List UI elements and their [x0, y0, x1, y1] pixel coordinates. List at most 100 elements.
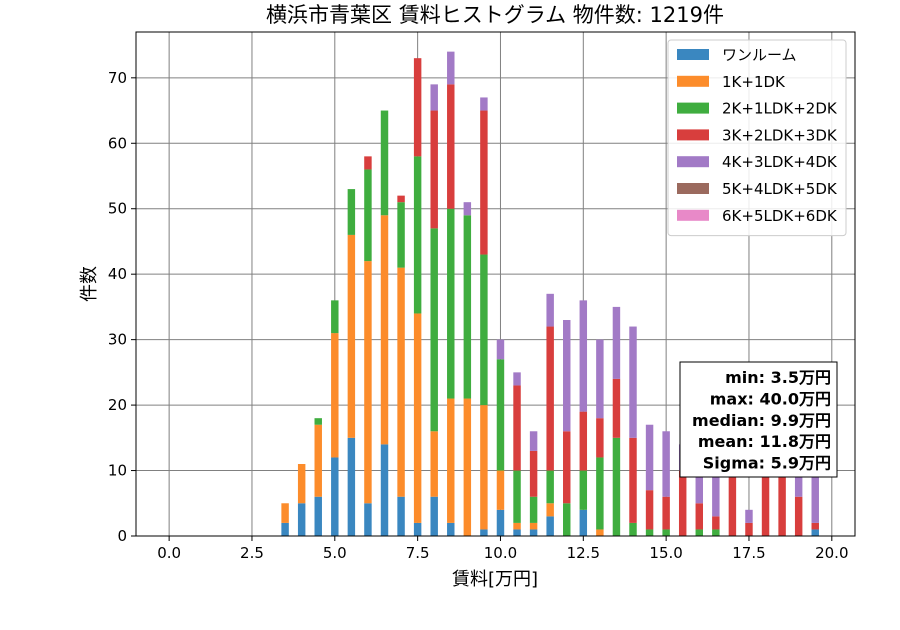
legend-label: 5K+4LDK+5DK	[722, 180, 838, 198]
bar-segment-series-3	[712, 516, 720, 530]
y-tick-label: 50	[108, 200, 127, 218]
legend-label: 2K+1LDK+2DK	[722, 100, 838, 118]
bar-segment-series-4	[695, 470, 703, 504]
legend-label: 1K+1DK	[722, 73, 786, 91]
bar-segment-series-0	[397, 496, 405, 536]
legend-label: ワンルーム	[722, 46, 797, 64]
bar-segment-series-4	[430, 84, 438, 111]
x-tick-label: 20.0	[815, 544, 848, 562]
bar-segment-series-4	[745, 509, 753, 523]
bar-segment-series-4	[629, 326, 637, 438]
stats-line: mean: 11.8万円	[698, 432, 831, 451]
legend-label: 3K+2LDK+3DK	[722, 126, 838, 144]
bar-segment-series-0	[314, 496, 322, 536]
bar-segment-series-4	[447, 51, 455, 85]
bar-segment-series-3	[728, 477, 737, 536]
bar-segment-series-2	[612, 437, 621, 536]
bar-segment-series-0	[480, 529, 488, 536]
bar-segment-series-2	[397, 202, 405, 268]
bar-segment-series-0	[281, 522, 289, 536]
bar-segment-series-2	[480, 254, 488, 406]
legend-swatch	[677, 49, 709, 60]
bar-segment-series-1	[364, 261, 372, 504]
legend-swatch	[677, 102, 709, 114]
bar-segment-series-0	[413, 522, 422, 536]
bar-segment-series-2	[331, 300, 339, 334]
bar-segment-series-3	[745, 522, 753, 536]
bar-segment-series-4	[563, 320, 571, 432]
x-tick-label: 15.0	[649, 544, 682, 562]
bar-segment-series-1	[513, 522, 521, 530]
bar-segment-series-3	[645, 490, 654, 530]
bar-segment-series-4	[463, 202, 472, 216]
legend-swatch	[677, 75, 709, 87]
bar-segment-series-2	[563, 503, 571, 536]
bar-segment-series-1	[281, 503, 289, 523]
bar-segment-series-2	[447, 208, 455, 399]
bar-segment-series-3	[794, 496, 803, 536]
bar-segment-series-4	[712, 477, 720, 517]
bar-segment-series-4	[811, 477, 819, 523]
bar-segment-series-1	[413, 313, 422, 523]
bar-segment-series-3	[430, 110, 438, 229]
bar-segment-series-4	[612, 306, 621, 379]
bar-segment-series-2	[695, 529, 703, 536]
bar-segment-series-2	[662, 529, 670, 536]
bar-segment-series-0	[447, 522, 455, 536]
bar-segment-series-3	[678, 470, 687, 536]
bar-segment-series-2	[513, 470, 521, 523]
bar-segment-series-1	[397, 267, 405, 497]
bar-segment-series-4	[496, 339, 505, 360]
stats-annotation-box: min: 3.5万円 max: 40.0万円 median: 9.9万円 mean: …	[679, 361, 838, 478]
bar-segment-series-4	[513, 372, 521, 386]
bar-segment-series-2	[380, 110, 389, 216]
bar-segment-series-0	[297, 503, 306, 536]
stats-line: Sigma: 5.9万円	[703, 454, 831, 473]
bar-segment-series-0	[430, 496, 438, 536]
bar-segment-series-0	[331, 457, 339, 536]
legend-swatch	[677, 156, 709, 168]
x-tick-label: 12.5	[567, 544, 600, 562]
legend-swatch	[677, 209, 709, 221]
bar-segment-series-2	[430, 228, 438, 432]
bar-segment-series-1	[447, 398, 455, 523]
bar-segment-series-3	[695, 503, 703, 530]
bar-segment-series-0	[579, 509, 588, 536]
bar-segment-series-1	[546, 503, 554, 517]
x-axis-ticks: 0.0 2.5 5.0 7.5 10.0 12.5 15.0 17.5 20.0	[157, 536, 849, 562]
bar-segment-series-1	[463, 398, 472, 536]
bar-segment-series-1	[331, 333, 339, 458]
bar-segment-series-2	[629, 522, 637, 536]
y-tick-label: 0	[117, 527, 127, 545]
bar-segment-series-2	[579, 470, 588, 510]
x-axis-label: 賃料[万円]	[452, 569, 538, 590]
bar-segment-series-4	[662, 431, 670, 497]
bar-segment-series-1	[314, 424, 322, 497]
y-tick-label: 20	[108, 396, 127, 414]
bar-segment-series-4	[794, 477, 803, 497]
bar-segment-series-3	[364, 156, 372, 170]
bar-segment-series-3	[778, 477, 786, 536]
bar-segment-series-3	[629, 437, 637, 523]
y-tick-label: 70	[108, 69, 127, 87]
bar-segment-series-3	[529, 450, 538, 497]
bar-segment-series-3	[447, 84, 455, 209]
chart-title: 横浜市青葉区 賃料ヒストグラム 物件数: 1219件	[266, 3, 724, 27]
bar-segment-series-4	[596, 339, 604, 419]
legend-swatch	[677, 129, 709, 141]
bar-segment-series-3	[480, 110, 488, 255]
bar-segment-series-2	[529, 496, 538, 523]
bar-segment-series-3	[811, 522, 819, 530]
histogram-bars	[281, 51, 819, 536]
bar-segment-series-3	[513, 385, 521, 471]
bar-segment-series-3	[761, 477, 770, 536]
bar-segment-series-2	[596, 457, 604, 530]
bar-segment-series-2	[463, 215, 472, 399]
bar-segment-series-3	[596, 418, 604, 458]
y-axis-ticks: 0 10 20 30 40 50 60 70	[108, 69, 136, 545]
bar-segment-series-4	[645, 424, 654, 491]
bar-segment-series-1	[347, 234, 356, 438]
bar-segment-series-3	[397, 195, 405, 203]
bar-segment-series-0	[364, 503, 372, 536]
